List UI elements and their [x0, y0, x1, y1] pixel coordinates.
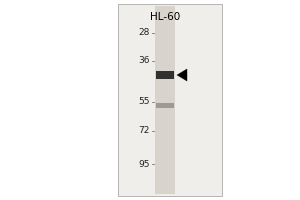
Bar [156, 71, 174, 79]
Bar [118, 4, 222, 196]
Text: 95: 95 [139, 160, 150, 169]
Text: 72: 72 [139, 126, 150, 135]
Text: 28: 28 [139, 28, 150, 37]
Text: 55: 55 [139, 97, 150, 106]
Polygon shape [177, 69, 187, 81]
Bar [156, 103, 174, 108]
Text: HL-60: HL-60 [150, 12, 180, 22]
Text: 36: 36 [139, 56, 150, 65]
Bar [155, 6, 175, 194]
